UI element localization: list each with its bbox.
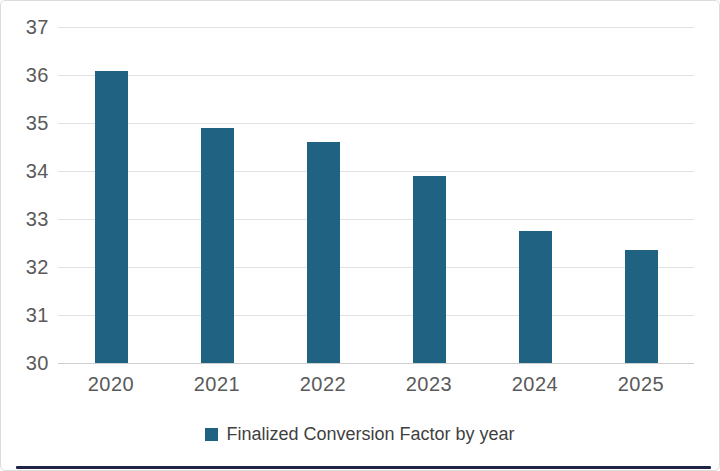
plot-area xyxy=(58,27,694,363)
bar-2020 xyxy=(95,71,128,363)
y-tick-label-36: 36 xyxy=(1,64,49,86)
gridline xyxy=(58,267,694,268)
x-tick-label-2021: 2021 xyxy=(164,372,270,396)
x-tick-label-2024: 2024 xyxy=(482,372,588,396)
y-tick-label-37: 37 xyxy=(1,16,49,38)
legend-marker-icon xyxy=(205,428,218,441)
y-tick-label-31: 31 xyxy=(1,304,49,326)
gridline xyxy=(58,219,694,220)
gridline xyxy=(58,171,694,172)
bottom-divider xyxy=(16,466,711,469)
gridline xyxy=(58,315,694,316)
legend: Finalized Conversion Factor by year xyxy=(1,422,719,446)
gridline xyxy=(58,123,694,124)
conversion-factor-chart: 30 31 32 33 34 35 36 37 20202021202220232024202… xyxy=(0,0,720,471)
bar-2023 xyxy=(413,176,446,363)
bar-2021 xyxy=(201,128,234,363)
bar-2024 xyxy=(519,231,552,363)
x-axis-line xyxy=(58,363,694,364)
x-tick-label-2025: 2025 xyxy=(588,372,694,396)
x-tick-label-2020: 2020 xyxy=(58,372,164,396)
y-tick-label-34: 34 xyxy=(1,160,49,182)
y-tick-label-30: 30 xyxy=(1,352,49,374)
y-tick-label-35: 35 xyxy=(1,112,49,134)
y-tick-label-33: 33 xyxy=(1,208,49,230)
gridline xyxy=(58,75,694,76)
bar-2022 xyxy=(307,142,340,363)
y-tick-label-32: 32 xyxy=(1,256,49,278)
x-tick-label-2023: 2023 xyxy=(376,372,482,396)
gridline xyxy=(58,27,694,28)
bar-2025 xyxy=(625,250,658,363)
legend-label: Finalized Conversion Factor by year xyxy=(226,424,514,445)
x-tick-label-2022: 2022 xyxy=(270,372,376,396)
